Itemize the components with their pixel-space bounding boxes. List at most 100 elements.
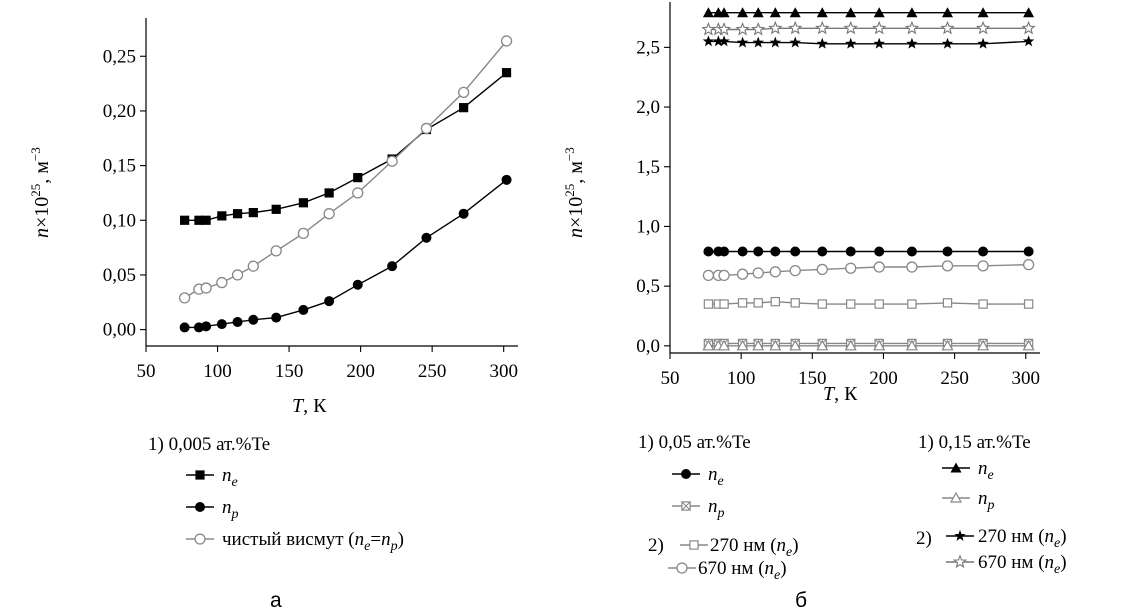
chart-b-y-tick-label: 0,5 xyxy=(636,276,660,297)
chart-a-data-point xyxy=(353,173,363,183)
chart-a-data-point xyxy=(201,215,211,225)
chart-b-data-point xyxy=(770,246,781,257)
chart-a: 50 100 150 200 250 300 0,00 0,05 0,10 0,15 0,20 0,2… xyxy=(28,18,518,417)
chart-b-data-point xyxy=(845,37,857,49)
chart-a-data-point xyxy=(216,276,228,289)
chart-b-data-point xyxy=(942,246,953,257)
chart-b-data-point xyxy=(975,20,991,35)
chart-a-series-2 xyxy=(178,35,513,304)
chart-b-data-point xyxy=(769,36,782,48)
chart-b-x-tick-label: 100 xyxy=(727,368,756,389)
chart-b-y-tick-label: 2,5 xyxy=(636,37,660,58)
chart-a-data-point xyxy=(421,232,432,243)
legend-b2-item2-label-part: n xyxy=(1045,552,1055,573)
chart-b-series-4 xyxy=(702,259,1035,282)
chart-a-data-point xyxy=(180,215,190,225)
legend-a-item-label-part: e xyxy=(232,475,238,490)
chart-b-data-point xyxy=(1022,35,1035,47)
chart-b-xlabel: T, К xyxy=(823,383,858,405)
chart-b-data-point xyxy=(789,36,801,48)
chart-b-data-point xyxy=(753,298,763,308)
chart-b-data-point xyxy=(942,7,953,18)
legend-b1-item2-label-part: e xyxy=(774,568,780,583)
legend-b2-item-label-part: n xyxy=(978,458,988,479)
chart-b-data-point xyxy=(906,7,918,18)
chart-b-data-point xyxy=(736,339,749,351)
chart-b-x-tick-label: 300 xyxy=(1012,368,1041,389)
chart-a-x-tick-label: 50 xyxy=(137,361,156,382)
chart-a-series-1 xyxy=(179,174,512,333)
legend-b2-item-label-part: n xyxy=(978,488,988,509)
legend-b2-item2-0-marker xyxy=(954,530,966,541)
chart-a-data-point xyxy=(179,322,190,333)
chart-b-ticks: 50 100 150 200 250 300 0,0 0,5 1,0 1,5 2,0 2,5 xyxy=(636,37,1040,389)
chart-b-data-point xyxy=(719,299,729,309)
legend-b2-item2-label-part: n xyxy=(1045,526,1055,547)
legend-a-item-1-marker xyxy=(195,502,205,512)
legend-b2-item2-1-marker xyxy=(952,554,968,569)
chart-b-data-point xyxy=(751,21,766,36)
chart-a-data-point xyxy=(501,68,512,78)
chart-b-data-point xyxy=(1021,20,1036,35)
chart-b-x-tick-label: 50 xyxy=(661,368,680,389)
chart-b-ylabel: n×1025, м−3 xyxy=(562,147,587,238)
chart-a-x-tick-label: 300 xyxy=(489,361,518,382)
chart-b-data-point xyxy=(977,7,989,18)
legend-b1-item2-label-part: e xyxy=(786,545,792,560)
chart-a-x-tick-label: 250 xyxy=(418,361,447,382)
chart-a-data-point xyxy=(324,188,334,198)
chart-b-data-point xyxy=(906,246,917,257)
chart-b-data-point xyxy=(978,246,989,257)
chart-a-data-point xyxy=(232,209,243,219)
legend-b1-item-label: ne xyxy=(708,464,724,489)
chart-b-data-point xyxy=(789,7,801,18)
legend-b1-header: 1) 0,05 ат.%Te xyxy=(638,432,751,453)
chart-b-data-point xyxy=(752,267,764,279)
chart-a-ticks: 50 100 150 200 250 300 0,00 0,05 0,10 0,15 0,20 0,2… xyxy=(103,46,518,382)
chart-a-data-point xyxy=(297,227,310,240)
chart-b-data-point xyxy=(942,298,953,308)
chart-a-data-point xyxy=(247,260,259,272)
chart-a-data-point xyxy=(216,319,227,330)
chart-b-data-point xyxy=(874,246,885,257)
chart-b-data-point xyxy=(845,262,857,274)
chart-b-data-point xyxy=(769,266,781,278)
legend-b2-item2-label: 670 нм (ne) xyxy=(978,552,1067,577)
legend-b1-item2-label-part: 270 нм ( xyxy=(710,535,777,556)
chart-b-data-point xyxy=(737,246,748,257)
legend-a-header: 1) 0,005 ат.%Te xyxy=(148,434,270,455)
chart-b-data-point xyxy=(737,7,749,18)
chart-b-data-point xyxy=(718,35,730,47)
legend-a-item-2-marker xyxy=(194,533,206,545)
chart-b-y-tick-label: 1,5 xyxy=(636,157,660,178)
chart-b-data-point xyxy=(712,35,725,47)
chart-b-data-point xyxy=(941,339,954,351)
legend-b1-item2-1-marker xyxy=(676,562,688,574)
legend-a-item-0-marker xyxy=(195,470,205,480)
chart-b-data-point xyxy=(1023,246,1034,257)
chart-b-data-point xyxy=(816,339,829,351)
chart-b-data-point xyxy=(816,37,828,49)
chart-a-data-point xyxy=(248,208,258,218)
legend-a-item-label-part: ) xyxy=(398,529,404,550)
chart-b-data-point xyxy=(735,21,750,36)
chart-b-data-point xyxy=(736,268,749,280)
chart-a-x-tick-label: 150 xyxy=(275,361,304,382)
legend-b1-item-label-part: n xyxy=(708,496,718,517)
chart-b-data-point xyxy=(874,299,884,309)
legend-a-item-label-part: = xyxy=(370,529,381,550)
chart-b: 50 100 150 200 250 300 0,0 0,5 1,0 1,5 2,0 2,5 T, К… xyxy=(562,2,1040,405)
chart-b-series-2 xyxy=(702,35,1035,49)
chart-a-data-point xyxy=(387,261,398,272)
chart-b-data-point xyxy=(1022,339,1035,351)
chart-b-data-point xyxy=(716,21,732,36)
chart-a-x-tick-label: 100 xyxy=(203,361,232,382)
chart-b-data-point xyxy=(789,339,802,351)
chart-a-data-point xyxy=(352,187,364,199)
chart-a-data-point xyxy=(178,292,191,304)
legend-b2-item-label-part: p xyxy=(987,498,995,513)
chart-b-series-7 xyxy=(702,339,1035,351)
chart-a-data-point xyxy=(217,211,227,221)
chart-a-y-tick-label: 0,15 xyxy=(103,156,136,177)
